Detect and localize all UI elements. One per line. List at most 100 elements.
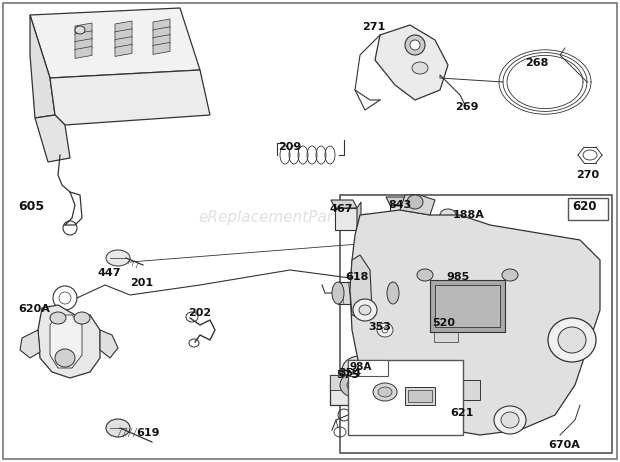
Polygon shape <box>331 200 357 208</box>
Ellipse shape <box>74 312 90 324</box>
Text: eReplacementParts.com: eReplacementParts.com <box>198 210 385 225</box>
Bar <box>430 322 462 346</box>
Polygon shape <box>350 210 600 435</box>
Text: 354: 354 <box>338 368 361 378</box>
Text: 268: 268 <box>525 58 548 68</box>
Ellipse shape <box>340 373 368 397</box>
Ellipse shape <box>440 209 456 221</box>
Polygon shape <box>153 27 170 39</box>
Text: 520: 520 <box>432 318 455 328</box>
Polygon shape <box>390 205 410 225</box>
Polygon shape <box>50 315 82 368</box>
Bar <box>448 380 480 400</box>
Polygon shape <box>153 19 170 31</box>
Polygon shape <box>75 31 92 43</box>
Text: 985: 985 <box>446 272 469 282</box>
Text: 620A: 620A <box>18 304 50 314</box>
Bar <box>340 195 612 453</box>
Bar <box>338 282 393 304</box>
Polygon shape <box>75 39 92 51</box>
Polygon shape <box>335 208 357 230</box>
Ellipse shape <box>387 282 399 304</box>
Text: 270: 270 <box>576 170 599 180</box>
Text: 269: 269 <box>455 102 479 112</box>
Bar <box>348 360 463 435</box>
Bar <box>568 198 608 220</box>
Ellipse shape <box>501 412 519 428</box>
Ellipse shape <box>417 269 433 281</box>
Text: 619: 619 <box>136 428 159 438</box>
Polygon shape <box>357 202 361 230</box>
Polygon shape <box>100 330 118 358</box>
Bar <box>348 360 388 376</box>
Polygon shape <box>35 115 70 162</box>
Bar <box>430 280 505 332</box>
Ellipse shape <box>75 26 85 34</box>
Polygon shape <box>115 29 132 41</box>
Text: 618: 618 <box>345 272 368 282</box>
Ellipse shape <box>407 195 423 209</box>
Text: 271: 271 <box>362 22 385 32</box>
Polygon shape <box>410 199 414 225</box>
Bar <box>408 390 432 402</box>
Polygon shape <box>153 43 170 55</box>
Ellipse shape <box>351 363 369 377</box>
Bar <box>405 387 435 405</box>
Polygon shape <box>350 255 372 320</box>
Ellipse shape <box>405 35 425 55</box>
Polygon shape <box>38 305 100 378</box>
Polygon shape <box>75 23 92 35</box>
Ellipse shape <box>332 282 344 304</box>
Text: 620: 620 <box>572 200 596 213</box>
Polygon shape <box>30 15 55 118</box>
Bar <box>445 278 473 300</box>
Polygon shape <box>386 197 410 205</box>
Polygon shape <box>75 46 92 58</box>
Text: 843: 843 <box>388 200 411 210</box>
Text: 467: 467 <box>330 204 353 214</box>
Text: 605: 605 <box>18 200 44 213</box>
Polygon shape <box>115 36 132 49</box>
Ellipse shape <box>410 40 420 50</box>
Polygon shape <box>20 330 40 358</box>
Text: 98A: 98A <box>350 362 373 372</box>
Ellipse shape <box>55 349 75 367</box>
Polygon shape <box>115 21 132 33</box>
Text: 621: 621 <box>450 408 474 418</box>
Ellipse shape <box>373 383 397 401</box>
Ellipse shape <box>50 312 66 324</box>
Polygon shape <box>400 195 435 215</box>
Text: 202: 202 <box>188 308 211 318</box>
Bar <box>330 375 378 390</box>
Ellipse shape <box>106 419 130 437</box>
Ellipse shape <box>106 250 130 266</box>
Polygon shape <box>153 35 170 47</box>
Bar <box>435 285 500 327</box>
Ellipse shape <box>548 318 596 362</box>
Text: 575: 575 <box>336 370 359 380</box>
Bar <box>449 282 469 296</box>
Ellipse shape <box>378 387 392 397</box>
Text: 188A: 188A <box>453 210 485 220</box>
Ellipse shape <box>342 356 378 384</box>
Text: 670A: 670A <box>548 440 580 450</box>
Ellipse shape <box>494 406 526 434</box>
Text: 209: 209 <box>278 142 301 152</box>
Ellipse shape <box>412 62 428 74</box>
Ellipse shape <box>377 323 393 337</box>
Polygon shape <box>50 70 210 125</box>
Bar <box>330 375 378 405</box>
Text: 201: 201 <box>130 278 153 288</box>
Polygon shape <box>30 8 200 78</box>
Polygon shape <box>115 44 132 56</box>
Ellipse shape <box>353 299 377 321</box>
Ellipse shape <box>359 305 371 315</box>
Ellipse shape <box>558 327 586 353</box>
Ellipse shape <box>369 316 401 344</box>
Text: 447: 447 <box>98 268 122 278</box>
Ellipse shape <box>347 379 361 391</box>
Text: 353: 353 <box>368 322 391 332</box>
Polygon shape <box>375 25 448 100</box>
Ellipse shape <box>502 269 518 281</box>
Bar <box>434 326 458 342</box>
